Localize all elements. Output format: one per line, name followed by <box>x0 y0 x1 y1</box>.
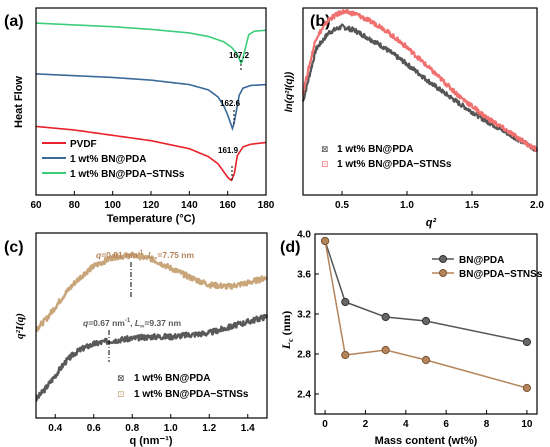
legend-label-bn-pda: 1 wt% BN@PDA <box>70 154 146 165</box>
panel-d-y-tick-label: 4.0 <box>297 230 311 241</box>
panel-c-series <box>35 251 269 402</box>
panel-c-x-tick-label: 0.6 <box>87 423 101 434</box>
panel-b-ylabel: ln(q²I(q)) <box>284 71 295 112</box>
legend-marker-bn-pda-stnss: ⊡ <box>321 159 329 169</box>
panel-d-point-1-2 <box>381 345 390 355</box>
panel-b-xticks: 0.5 1.0 1.5 2.0 <box>335 191 544 211</box>
panel-d-x-tick-label: 10 <box>521 419 533 430</box>
panel-d-point-1-0 <box>320 236 330 246</box>
panel-c-legend: ⊠ 1 wt% BN@PDA ⊡ 1 wt% BN@PDA−STNSs <box>117 373 249 400</box>
panel-b-x-tick-label: 1.0 <box>400 200 414 211</box>
panel-a: (a) Heat Flow 60 80 100 120 140 160 180 Temper… <box>4 7 275 225</box>
panel-d-point-0-1 <box>341 297 350 307</box>
panel-a-label: (a) <box>4 13 24 30</box>
panel-d-x-tick-label: 6 <box>443 419 449 430</box>
panel-a-x-tick-label: 80 <box>69 200 81 211</box>
panel-d-label: (d) <box>280 239 300 256</box>
panel-b-legend: ⊠ 1 wt% BN@PDA ⊡ 1 wt% BN@PDA−STNSs <box>321 144 452 170</box>
panel-b-x-tick-label: 1.5 <box>465 200 479 211</box>
panel-d-yticks: 2.4 2.8 3.2 3.6 4.0 <box>297 230 319 401</box>
panel-c-x-tick-label: 1.2 <box>202 423 216 434</box>
panel-c-ylabel: q²I(q) <box>14 313 26 339</box>
panel-d: (d) Lc (nm) 0 2 4 6 8 10 2.4 2.8 3.2 3.6 4.0 Mass… <box>279 230 543 447</box>
panel-c-xticks: 0.4 0.6 0.8 1.0 1.2 1.4 <box>48 414 255 434</box>
panel-a-xticks: 60 80 100 120 140 160 180 <box>30 191 275 211</box>
panel-a-x-tick-label: 180 <box>258 200 275 211</box>
panel-d-y-tick-label: 3.2 <box>297 310 311 321</box>
panel-d-legend: BN@PDA BN@PDA−STNSs <box>432 255 543 280</box>
peak-label-red: 161.9 <box>218 146 239 155</box>
panel-a-ylabel: Heat Flow <box>13 76 25 128</box>
panel-d-x-tick-label: 4 <box>403 419 409 430</box>
panel-d-point-1-3 <box>421 355 431 365</box>
panel-d-y-tick-label: 2.8 <box>297 350 311 361</box>
panel-d-point-0-2 <box>381 312 390 322</box>
panel-b-series-line-1 <box>301 8 538 153</box>
panel-b-x-tick-label: 2.0 <box>530 200 544 211</box>
panel-c-x-tick-label: 0.4 <box>48 423 62 434</box>
panel-a-series-line-2 <box>35 22 267 65</box>
panel-c-series-line-1 <box>35 251 269 333</box>
panel-d-x-tick-label: 0 <box>322 419 328 430</box>
legend-marker-bn-pda: ⊠ <box>321 144 329 154</box>
panel-c: (c) q²I(q) 0.4 0.6 0.8 1.0 1.2 1.4 q (nm⁻¹) q… <box>4 232 269 447</box>
legend-marker-c-bn-pda: ⊠ <box>117 373 125 383</box>
panel-d-point-0-4 <box>522 337 532 347</box>
legend-label-c-bn-pda-stnss: 1 wt% BN@PDA−STNSs <box>134 389 249 400</box>
panel-a-x-tick-label: 60 <box>30 200 42 211</box>
panel-d-frame <box>314 233 538 415</box>
panel-d-y-tick-label: 3.6 <box>297 270 311 281</box>
panel-d-series <box>320 236 532 393</box>
panel-d-point-1-1 <box>341 350 350 360</box>
annotation-bn-pda: q=0.67 nm-1, L∞=9.37 nm <box>83 318 181 330</box>
legend-label-b-bn-pda: 1 wt% BN@PDA <box>337 144 413 155</box>
panel-b-series-line-0 <box>301 23 539 152</box>
panel-d-y-tick-label: 2.4 <box>297 390 311 401</box>
legend-label-pvdf: PVDF <box>70 139 97 150</box>
panel-a-xlabel: Temperature (°C) <box>107 213 196 225</box>
legend-label-d-bn-pda-stnss: BN@PDA−STNSs <box>459 269 543 280</box>
panel-c-frame <box>35 232 268 419</box>
panel-b: (b) ln(q²I(q)) 0.5 1.0 1.5 2.0 q² ⊠ 1 wt% B… <box>284 7 544 229</box>
panel-a-legend: PVDF 1 wt% BN@PDA 1 wt% BN@PDA−STNSs <box>42 139 185 180</box>
panel-d-point-0-3 <box>421 316 431 326</box>
panel-a-series-line-1 <box>35 73 267 132</box>
panel-c-xlabel: q (nm⁻¹) <box>129 435 172 447</box>
legend-label-c-bn-pda: 1 wt% BN@PDA <box>134 373 210 384</box>
panel-c-x-tick-label: 0.8 <box>125 423 139 434</box>
panel-c-label: (c) <box>4 239 24 256</box>
panel-d-point-1-4 <box>522 383 532 393</box>
panel-b-label: (b) <box>310 13 330 30</box>
panel-a-x-tick-label: 140 <box>181 200 198 211</box>
panel-d-x-tick-label: 2 <box>363 419 369 430</box>
panel-a-x-tick-label: 100 <box>104 200 121 211</box>
panel-b-series <box>301 8 539 153</box>
panel-c-x-tick-label: 1.0 <box>164 423 178 434</box>
panel-d-x-tick-label: 8 <box>484 419 490 430</box>
peak-label-blue: 162.6 <box>220 99 241 108</box>
legend-marker-d-bn-pda-stnss <box>439 269 447 277</box>
panel-a-series-line-0 <box>35 125 267 182</box>
legend-marker-d-bn-pda <box>439 255 447 263</box>
panel-c-series-line-0 <box>35 313 269 402</box>
panel-a-series <box>35 22 267 182</box>
legend-label-b-bn-pda-stnss: 1 wt% BN@PDA−STNSs <box>337 159 452 170</box>
panel-d-xticks: 0 2 4 6 8 10 <box>322 410 533 430</box>
panel-b-xlabel: q² <box>426 217 437 229</box>
peak-label-green: 167.2 <box>229 51 250 60</box>
panel-c-x-tick-label: 1.4 <box>241 423 255 434</box>
legend-label-d-bn-pda: BN@PDA <box>459 255 504 266</box>
panel-b-x-tick-label: 0.5 <box>335 200 349 211</box>
panel-a-x-tick-label: 160 <box>219 200 236 211</box>
panel-d-xlabel: Mass content (wt%) <box>375 435 478 447</box>
panel-b-frame <box>302 7 538 196</box>
legend-marker-c-bn-pda-stnss: ⊡ <box>117 389 125 399</box>
annotation-stnss: q=0.81 nm-1, L∞=7.75 nm <box>96 250 194 262</box>
legend-label-bn-pda-stnss: 1 wt% BN@PDA−STNSs <box>70 169 185 180</box>
panel-a-x-tick-label: 120 <box>143 200 160 211</box>
panel-d-ylabel: Lc (nm) <box>279 311 295 351</box>
